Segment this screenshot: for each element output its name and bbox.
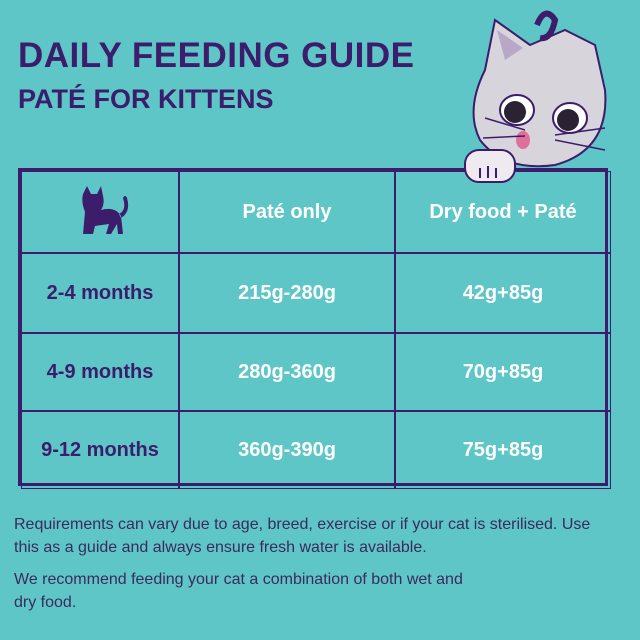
cell: 42g+85g xyxy=(395,253,611,333)
title: DAILY FEEDING GUIDE xyxy=(18,36,415,75)
cell: 215g-280g xyxy=(179,253,395,333)
feeding-table: Paté only Dry food + Paté 2-4 months 215… xyxy=(18,168,611,489)
cat-icon xyxy=(82,186,129,234)
cell: 280g-360g xyxy=(179,333,395,411)
icon-cell xyxy=(21,171,179,253)
cell: 75g+85g xyxy=(395,411,611,489)
cat-illustration xyxy=(464,10,607,183)
subtitle: PATÉ FOR KITTENS xyxy=(18,84,274,114)
row-label: 4-9 months xyxy=(21,333,179,411)
note: We recommend feeding your cat a combinat… xyxy=(14,571,463,611)
note: Requirements can vary due to age, breed,… xyxy=(14,516,591,556)
cell: 70g+85g xyxy=(395,333,611,411)
cell: 360g-390g xyxy=(179,411,395,489)
row-label: 9-12 months xyxy=(21,411,179,489)
row-label: 2-4 months xyxy=(21,253,179,333)
column-header: Paté only xyxy=(179,171,395,253)
